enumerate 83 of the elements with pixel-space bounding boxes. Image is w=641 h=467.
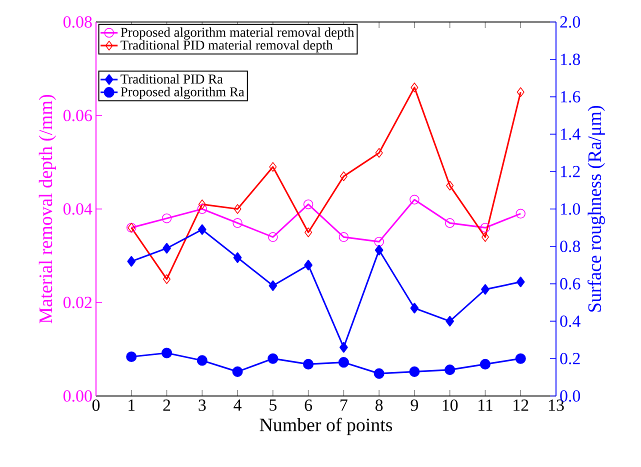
y2-tick-label: 0.2 [560,352,580,364]
point [480,222,490,233]
legend-label: Traditional PID material removal depth [120,40,333,52]
x-axis-title: Number of points [260,418,392,436]
y-tick-label: 0.02 [63,296,92,308]
y2-tick-label: 1.0 [561,203,580,215]
point [446,180,454,191]
point [515,353,526,364]
point [516,87,524,98]
x-tick-label: 5 [270,400,277,411]
point [304,227,312,238]
x-tick-label: 11 [478,400,492,411]
y-axis-title: Material removal depth (/mm) [38,94,56,324]
point [161,348,172,358]
y2-tick-label: 0.8 [560,240,580,252]
point [374,368,384,379]
y2-tick-label: 1.8 [561,54,580,66]
x-tick-label: 2 [163,400,170,411]
x-tick-label: 9 [410,400,418,411]
point [126,351,137,362]
point [444,364,456,376]
x-tick-label: 4 [234,400,242,411]
point [409,366,420,377]
point [340,342,348,353]
x-tick-label: 7 [340,400,348,411]
point [338,232,349,242]
x-tick-label: 12 [514,400,528,411]
point [162,242,171,254]
x-tick-label: 1 [128,400,135,411]
point [444,218,455,228]
point [232,366,243,377]
point [481,232,489,242]
x-tick-label: 13 [549,400,564,411]
point [269,162,277,172]
point [163,274,171,284]
point [480,358,491,370]
legend-label: Traditional PID Ra [120,74,223,84]
point [446,316,454,326]
y2-tick-label: 0.0 [560,390,580,402]
y2-tick-label: 1.2 [561,166,580,178]
y2-tick-label: 1.6 [561,91,580,103]
y-tick-label: 0.08 [63,16,92,28]
x-tick-label: 3 [198,400,206,411]
point [268,353,278,364]
y-tick-label: 0.04 [63,203,92,215]
point [340,171,348,182]
y2-tick-label: 1.4 [561,128,580,140]
point [375,148,383,158]
point [516,208,526,219]
x-tick-label: 8 [375,400,383,411]
y2-tick-label: 2.0 [560,16,580,28]
y-tick-label: 0.06 [63,110,92,122]
point [197,204,208,214]
point [338,357,349,368]
point [127,256,136,267]
point [481,284,490,295]
y2-axis-title: Surface roughness (Ra/μm) [588,106,605,312]
point [303,358,314,370]
point [268,232,278,242]
point [196,355,208,366]
legend-label: Proposed algorithm material removal depth [120,27,354,40]
point [232,218,242,228]
y-tick-label: 0.00 [63,390,92,402]
point [162,213,172,224]
point [410,82,418,92]
y2-tick-label: 0.4 [560,315,580,327]
point [198,199,206,210]
x-tick-label: 0 [92,400,100,411]
x-tick-label: 6 [304,400,312,411]
point [374,244,384,256]
point [374,236,384,247]
point [410,194,420,205]
point [516,276,525,288]
point [410,302,419,314]
point [198,224,206,235]
y2-tick-label: 0.6 [560,278,580,290]
point [303,199,314,210]
point [234,204,242,214]
x-tick-label: 10 [442,400,458,411]
point [268,280,278,291]
point [304,260,312,270]
legend-label: Proposed algorithm Ra [120,86,244,100]
point [233,252,242,263]
